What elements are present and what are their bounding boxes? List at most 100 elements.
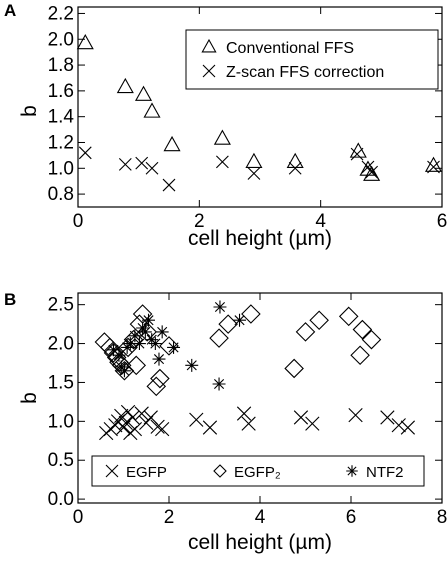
panel-b-point-ntf2 <box>136 321 150 335</box>
legend-label-z-scan-ffs-correction: Z-scan FFS correction <box>226 64 384 81</box>
panel-b-y-tick-label: 2.5 <box>48 295 74 316</box>
panel-b-x-tick-label: 2 <box>164 507 175 528</box>
panel-b-point-egfp <box>146 376 167 397</box>
panel-b-point-egfp <box>284 358 304 379</box>
panel-b-point-egfp <box>350 345 370 366</box>
panel-b-point-ntf2 <box>142 313 156 327</box>
panel-b-point-ntf2 <box>212 377 226 391</box>
panel-a-marks <box>76 34 443 192</box>
panel-b-point-egfp <box>123 329 144 350</box>
panel-b-point-egfp <box>293 410 309 425</box>
panel-a-x-axis-label: cell height (µm) <box>188 227 332 250</box>
panel-b-x-axis-label: cell height (µm) <box>188 531 332 554</box>
panel-b-point-ntf2 <box>138 325 152 339</box>
panel-a-point-conventional-ffs <box>116 77 134 94</box>
panel-a-plot-frame <box>77 6 443 208</box>
panel-a-point-z-scan-ffs-correction <box>365 165 379 179</box>
panel-a-point-conventional-ffs <box>286 152 304 168</box>
panel-b-point-egfp <box>189 412 204 427</box>
panel-b-point-egfp <box>150 368 170 389</box>
panel-a-point-z-scan-ffs-correction <box>361 160 375 174</box>
panel-b-point-ntf2 <box>128 329 142 343</box>
panel-a-point-z-scan-ffs-correction <box>215 155 229 169</box>
panel-a-x-tick-label: 0 <box>73 211 84 232</box>
panel-b-point-ntf2 <box>117 364 131 378</box>
panel-a-y-tick-label: 1.4 <box>48 107 75 128</box>
panel-b-point-egfp <box>295 322 316 342</box>
panel-b-point-ntf2 <box>123 337 137 351</box>
legend-marker-egfp2 <box>213 464 227 478</box>
legend-marker-diamond-icon <box>213 464 227 478</box>
panel-b-point-egfp <box>116 420 131 435</box>
legend-label-conventional-ffs: Conventional FFS <box>226 40 354 57</box>
legend-marker-cross-icon <box>202 64 216 78</box>
panel-a-y-tick-label: 2.2 <box>48 3 74 24</box>
panel-b-point-ntf2 <box>213 300 227 314</box>
panel-a-point-conventional-ffs <box>349 142 367 158</box>
panel-b-y-tick-label: 1.5 <box>48 372 74 393</box>
panel-b-point-ntf2 <box>148 337 162 351</box>
legend-label-ntf2: NTF2 <box>366 464 404 481</box>
panel-b-point-egfp <box>202 420 218 435</box>
panel-b-label: B <box>4 290 16 309</box>
panel-b-point-egfp <box>114 408 129 424</box>
panel-a-point-conventional-ffs <box>245 152 263 168</box>
panel-a-x-tick-label: 6 <box>437 211 447 232</box>
panel-a-label: A <box>4 1 16 20</box>
panel-a-point-conventional-ffs <box>213 129 231 145</box>
panel-b-point-egfp <box>241 304 261 324</box>
panel-b-point-egfp <box>361 329 382 350</box>
panel-a-y-tick-label: 2.0 <box>48 29 74 50</box>
panel-a-point-z-scan-ffs-correction <box>78 146 92 160</box>
panel-b-point-ntf2 <box>152 352 166 366</box>
panel-a-point-z-scan-ffs-correction <box>162 178 176 192</box>
panel-b-point-egfp <box>111 355 132 376</box>
panel-b-axes: 0 2 4 6 8 0.0 0.5 1.0 1.5 2.0 2.5 <box>48 293 447 528</box>
legend-marker-egfp <box>105 464 119 478</box>
panel-a-point-z-scan-ffs-correction <box>288 161 302 175</box>
legend-marker-conventional-ffs <box>201 38 217 53</box>
panel-b-point-ntf2 <box>107 343 120 357</box>
panel-b-point-egfp <box>338 306 359 327</box>
panel-b-point-ntf2 <box>155 325 169 339</box>
panel-a-point-z-scan-ffs-correction <box>135 156 149 170</box>
panel-b-x-tick-label: 0 <box>73 507 84 528</box>
panel-b-legend: EGFP EGFP₂ NTF2 <box>91 455 425 487</box>
panel-b-point-ntf2 <box>233 313 247 327</box>
panel-b: B 0 2 4 6 8 0.0 0.5 1.0 1.5 2.0 2.5 b cell height … <box>4 290 447 554</box>
panel-b-point-egfp <box>352 319 373 340</box>
panel-a-point-conventional-ffs <box>363 165 381 181</box>
panel-a-y-tick-label: 1.0 <box>48 158 74 179</box>
panel-b-point-egfp <box>143 410 158 425</box>
panel-b-point-egfp <box>391 418 406 433</box>
panel-b-point-egfp <box>108 418 123 433</box>
panel-a-y-tick-label: 0.8 <box>48 184 74 205</box>
panel-a-point-z-scan-ffs-correction <box>145 161 159 175</box>
panel-b-point-egfp <box>94 332 115 352</box>
panel-b-point-egfp <box>305 416 320 431</box>
panel-b-point-egfp <box>120 404 136 420</box>
panel-b-y-tick-label: 0.0 <box>48 489 74 510</box>
panel-b-point-egfp <box>209 328 229 348</box>
panel-a-point-z-scan-ffs-correction <box>247 167 261 180</box>
panel-a-y-tick-label: 1.8 <box>48 55 74 76</box>
legend-label-egfp2: EGFP₂ <box>234 464 281 481</box>
panel-b-point-ntf2 <box>185 358 199 372</box>
panel-b-point-egfp <box>155 421 170 437</box>
legend-marker-cross-icon <box>105 464 119 478</box>
panel-b-point-ntf2 <box>112 348 126 362</box>
panel-a-point-conventional-ffs <box>76 34 94 50</box>
panel-a-point-conventional-ffs <box>134 85 153 101</box>
panel-a: A 0 2 4 6 0.8 1.0 1.2 1.4 1.6 1.8 2.0 2.2 b cell he… <box>4 1 447 250</box>
panel-b-x-tick-label: 4 <box>255 507 266 528</box>
panel-b-point-egfp <box>134 406 149 421</box>
legend-marker-triangle-icon <box>201 38 217 53</box>
panel-b-point-egfp <box>126 355 147 376</box>
panel-a-y-tick-label: 1.6 <box>48 81 74 102</box>
panel-b-point-egfp <box>309 310 329 331</box>
panel-b-y-tick-label: 2.0 <box>48 334 74 355</box>
panel-b-x-tick-label: 6 <box>346 507 357 528</box>
legend-marker-z-scan-ffs-correction <box>202 64 216 78</box>
panel-b-y-tick-label: 1.0 <box>48 411 74 432</box>
